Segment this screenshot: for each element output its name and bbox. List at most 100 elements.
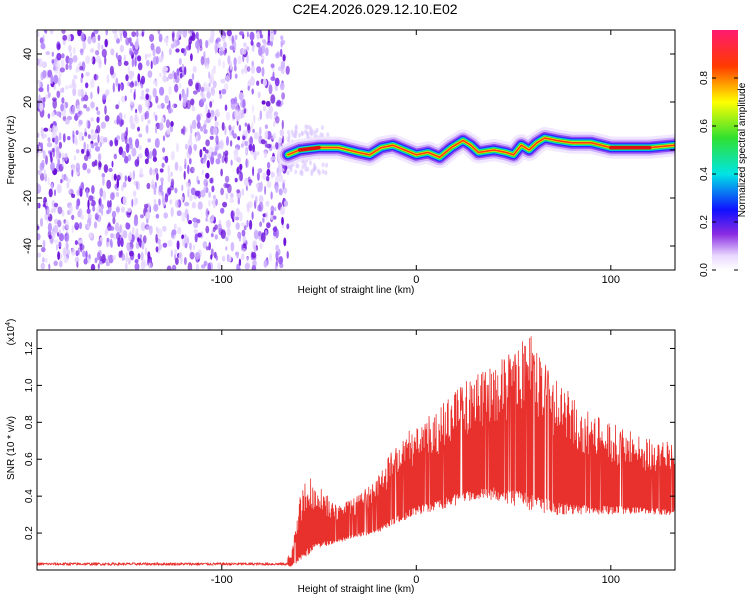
noise-dot [229, 70, 232, 80]
noise-dot [121, 150, 127, 158]
noise-dot [120, 237, 124, 248]
noise-dot [162, 242, 168, 248]
noise-dot [146, 151, 150, 161]
noise-dot [64, 235, 68, 241]
noise-dot [279, 262, 284, 269]
noise-dot [179, 93, 182, 101]
colorbar-gradient [712, 30, 738, 270]
noise-dot [303, 162, 307, 168]
noise-dot [65, 176, 69, 182]
noise-dot [147, 70, 153, 78]
noise-dot [255, 183, 259, 188]
noise-dot [187, 262, 193, 270]
noise-dot [220, 229, 226, 239]
noise-dot [134, 80, 138, 87]
noise-dot [172, 103, 175, 110]
noise-dot [245, 147, 248, 155]
noise-dot [256, 172, 260, 181]
noise-dot [104, 228, 109, 235]
snr-series-line [37, 336, 675, 567]
noise-dot [260, 139, 266, 145]
noise-dot [263, 39, 267, 48]
noise-dot [136, 37, 139, 45]
noise-dot [175, 48, 180, 53]
noise-dot [168, 100, 171, 109]
noise-dot [244, 140, 249, 147]
noise-dot [246, 66, 251, 72]
noise-dot [187, 30, 191, 35]
noise-dot [129, 230, 132, 241]
noise-dot [120, 84, 123, 90]
noise-dot [115, 77, 119, 87]
noise-dot [258, 195, 264, 204]
noise-dot [207, 262, 211, 270]
noise-dot [49, 151, 53, 159]
noise-dot [42, 257, 45, 263]
noise-dot [85, 82, 89, 89]
noise-dot [235, 147, 239, 155]
noise-dot [229, 60, 233, 71]
noise-dot [110, 48, 115, 56]
noise-dot [235, 222, 240, 230]
noise-dot [50, 208, 54, 214]
noise-dot [94, 257, 98, 262]
noise-dot [241, 68, 245, 75]
noise-dot [52, 124, 56, 135]
noise-dot [73, 74, 78, 80]
noise-dot [78, 222, 83, 230]
noise-dot [42, 239, 46, 249]
noise-dot [151, 184, 155, 190]
noise-dot [169, 199, 173, 205]
noise-dot [65, 219, 69, 230]
noise-dot [72, 87, 77, 97]
colorbar-tick-label: 0.4 [699, 167, 710, 181]
noise-dot [52, 137, 56, 143]
noise-dot [227, 55, 231, 65]
noise-dot [196, 114, 201, 122]
noise-dot [160, 177, 164, 182]
noise-dot [113, 173, 117, 181]
noise-dot [283, 187, 288, 194]
noise-dot [285, 65, 290, 75]
noise-dot [264, 229, 268, 236]
noise-dot [103, 164, 109, 173]
noise-dot [132, 190, 137, 197]
noise-dot [137, 237, 140, 243]
noise-dot [197, 180, 200, 185]
noise-dot [58, 260, 63, 268]
noise-dot [246, 54, 249, 64]
noise-dot [272, 144, 275, 150]
noise-dot [281, 179, 286, 184]
noise-dot [51, 59, 55, 64]
noise-dot [260, 58, 264, 64]
noise-dot [298, 132, 301, 138]
noise-dot [79, 188, 83, 197]
noise-dot [209, 101, 213, 108]
noise-dot [241, 188, 245, 196]
noise-dot [251, 88, 254, 95]
noise-dot [190, 125, 193, 135]
noise-dot [129, 143, 133, 150]
noise-dot [112, 73, 116, 79]
noise-dot [122, 196, 127, 206]
noise-dot [281, 119, 284, 130]
noise-dot [95, 50, 100, 56]
noise-dot [125, 251, 128, 262]
noise-dot [95, 55, 101, 64]
noise-dot [168, 48, 172, 56]
noise-dot [124, 262, 128, 270]
noise-dot [164, 155, 169, 164]
noise-dot [80, 215, 85, 220]
noise-dot [147, 251, 151, 260]
noise-dot [242, 135, 246, 141]
noise-dot [200, 86, 205, 92]
noise-dot [215, 158, 221, 165]
noise-dot [67, 136, 71, 141]
noise-dot [114, 222, 120, 232]
noise-dot [242, 235, 247, 243]
noise-dot [239, 211, 243, 222]
noise-dot [180, 48, 185, 54]
noise-dot [62, 133, 66, 143]
spectrogram-y-label: Frequency (Hz) [6, 116, 17, 185]
noise-dot [104, 115, 110, 122]
